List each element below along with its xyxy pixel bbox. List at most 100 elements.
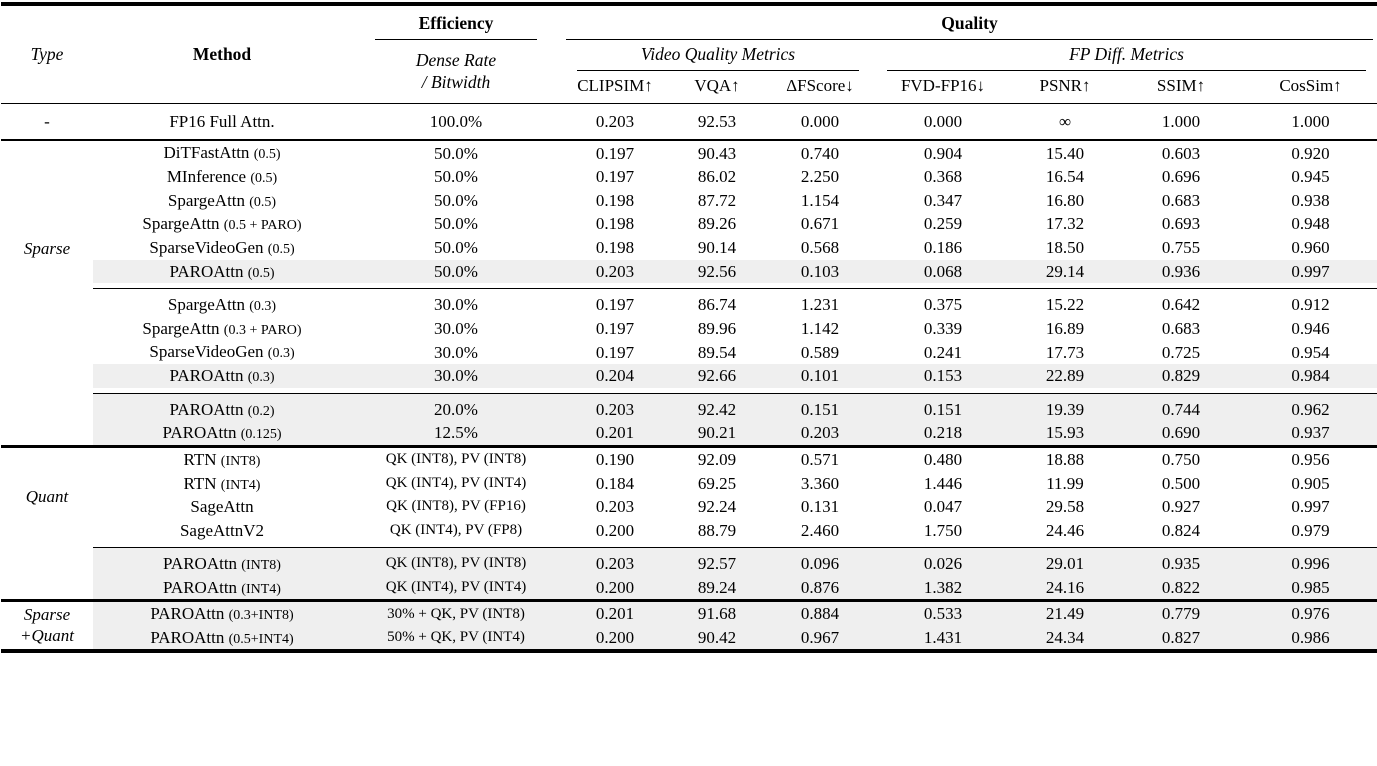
table-row: PAROAttn (INT4) QK (INT4), PV (INT4) 0.200… [1, 575, 1377, 601]
metric-cell: 1.000 [1161, 112, 1201, 131]
metric-cell: 92.56 [669, 259, 765, 284]
table-row: SparseVideoGen (0.3) 30.0% 0.197 89.54 0.589… [1, 340, 1377, 364]
metric-cell: 1.154 [800, 190, 840, 210]
metric-cell: 21.49 [1011, 602, 1119, 626]
metric-cell: 1.142 [800, 318, 840, 338]
type-label: Sparse +Quant [20, 605, 74, 645]
metric-cell: 0.693 [1161, 214, 1201, 234]
metric-cell: 0.822 [1119, 575, 1243, 601]
metric-cell: 0.946 [1291, 318, 1330, 338]
metric-cell: 92.24 [697, 497, 737, 517]
metric-cell: 0.375 [923, 295, 963, 315]
metric-cell: 24.16 [1011, 575, 1119, 601]
method-cell: SpargeAttn (0.5 + PARO) [142, 214, 302, 234]
type-cell: Sparse +Quant [1, 602, 93, 651]
metric-cell: 29.58 [1045, 497, 1085, 517]
metric-cell: 0.197 [595, 342, 635, 362]
col-header-dense-rate: Dense Rate / Bitwidth [351, 40, 561, 104]
metric-cell: 0.101 [765, 364, 875, 388]
method-cell: RTN (INT8) [183, 449, 261, 469]
table-row: PAROAttn (INT8) QK (INT8), PV (INT8) 0.203… [1, 547, 1377, 576]
metric-cell: 15.40 [1045, 143, 1085, 163]
dense-rate-cell: 20.0% [351, 393, 561, 422]
metric-cell: 29.01 [1011, 547, 1119, 576]
metric-cell: 24.34 [1011, 625, 1119, 652]
table-row: SageAttnV2 QK (INT4), PV (FP8) 0.200 88.79 2… [1, 519, 1377, 542]
metric-cell: 0.203 [595, 497, 635, 517]
type-cell: Sparse [1, 141, 93, 446]
table-row: SpargeAttn (0.3) 30.0% 0.197 86.74 1.231 0.37… [1, 289, 1377, 317]
col-header-metric: CLIPSIM↑ [577, 76, 653, 95]
metric-cell: 0.690 [1119, 421, 1243, 447]
metric-cell: 0.755 [1161, 238, 1201, 258]
col-header-metric: PSNR↑ [1039, 76, 1091, 95]
method-detail: (0.3) [249, 299, 277, 315]
dense-rate-cell: 50% + QK, PV (INT4) [351, 625, 561, 652]
dense-rate-cell: 50.0% [434, 143, 478, 163]
method-detail: (0.3) [267, 346, 295, 362]
dense-rate-cell: 12.5% [351, 421, 561, 447]
section-rule [1, 445, 1377, 449]
metric-cell: 0.683 [1161, 190, 1201, 210]
metric-cell: 0.927 [1161, 497, 1201, 517]
method-cell: SageAttnV2 [179, 520, 265, 540]
metric-cell: 2.250 [800, 167, 840, 187]
metric-cell: 0.200 [595, 520, 635, 540]
metric-cell: 1.446 [923, 473, 963, 493]
dense-rate-cell: QK (INT8), PV (INT8) [385, 451, 527, 468]
metric-cell: 0.200 [561, 575, 669, 601]
table-row: PAROAttn (0.3) 30.0% 0.204 92.66 0.101 0.153 2… [1, 364, 1377, 388]
method-detail: (INT4) [241, 581, 281, 597]
metric-cell: 0.339 [923, 318, 963, 338]
metric-cell: 0.096 [765, 547, 875, 576]
dense-rate-cell: 30.0% [434, 342, 478, 362]
metric-cell: 22.89 [1011, 364, 1119, 388]
method-cell: PAROAttn (0.3+INT8) [93, 602, 351, 626]
metric-cell: 0.201 [561, 602, 669, 626]
table-row: Quant RTN (INT8) QK (INT8), PV (INT8) 0.190… [1, 448, 1377, 506]
table-row: SageAttn QK (INT8), PV (FP16) 0.203 92.24 0.… [1, 495, 1377, 518]
metric-cell: 0.198 [595, 214, 635, 234]
method-detail: (0.5) [253, 147, 281, 163]
method-cell: PAROAttn (0.2) [93, 393, 351, 422]
table-row: SpargeAttn (0.5 + PARO) 50.0% 0.198 89.26 0.… [1, 212, 1377, 236]
metric-cell: 0.996 [1243, 547, 1377, 576]
metric-cell: 15.93 [1011, 421, 1119, 447]
dense-rate-cell: 50.0% [434, 190, 478, 210]
metric-cell: 0.956 [1291, 450, 1330, 470]
dense-rate-line1: Dense Rate [415, 49, 497, 70]
col-header-method: Method [192, 44, 252, 64]
dense-rate-cell: QK (INT4), PV (FP8) [389, 521, 523, 538]
header-rule [1, 103, 1377, 104]
metric-cell: 0.000 [923, 112, 963, 131]
col-header-metric: ΔFScore↓ [786, 76, 854, 95]
metric-cell: 0.824 [1161, 520, 1201, 540]
method-detail: (0.125) [240, 427, 282, 443]
metric-cell: 0.683 [1161, 318, 1201, 338]
metric-cell: 0.259 [923, 214, 963, 234]
metric-cell: 0.936 [1119, 259, 1243, 284]
metric-cell: 1.231 [800, 295, 840, 315]
metric-cell: 0.203 [765, 421, 875, 447]
metric-cell: 88.79 [697, 520, 737, 540]
col-header-metric: FVD-FP16↓ [900, 76, 986, 95]
metric-cell: 0.218 [875, 421, 1011, 447]
metric-cell: 0.962 [1243, 393, 1377, 422]
metric-cell: 0.153 [875, 364, 1011, 388]
group-separator-rule [1, 387, 1377, 394]
metric-cell: 0.200 [561, 625, 669, 652]
table-header: Type Method Efficiency Quality Dense Rat… [1, 4, 1377, 104]
col-header-type: Type [30, 44, 64, 64]
method-cell: PAROAttn (0.5+INT4) [93, 625, 351, 652]
method-detail: (0.3 + PARO) [223, 322, 302, 338]
metric-cell: 91.68 [669, 602, 765, 626]
metric-cell: 1.431 [875, 625, 1011, 652]
metric-cell: 16.54 [1045, 167, 1085, 187]
metric-cell: 0.068 [875, 259, 1011, 284]
dense-rate-cell: 50.0% [351, 259, 561, 284]
dense-rate-cell: 30.0% [434, 318, 478, 338]
metric-cell: 0.198 [595, 238, 635, 258]
metric-cell: 0.203 [561, 547, 669, 576]
method-cell: PAROAttn (INT4) [93, 575, 351, 601]
metric-cell: 16.89 [1045, 318, 1085, 338]
